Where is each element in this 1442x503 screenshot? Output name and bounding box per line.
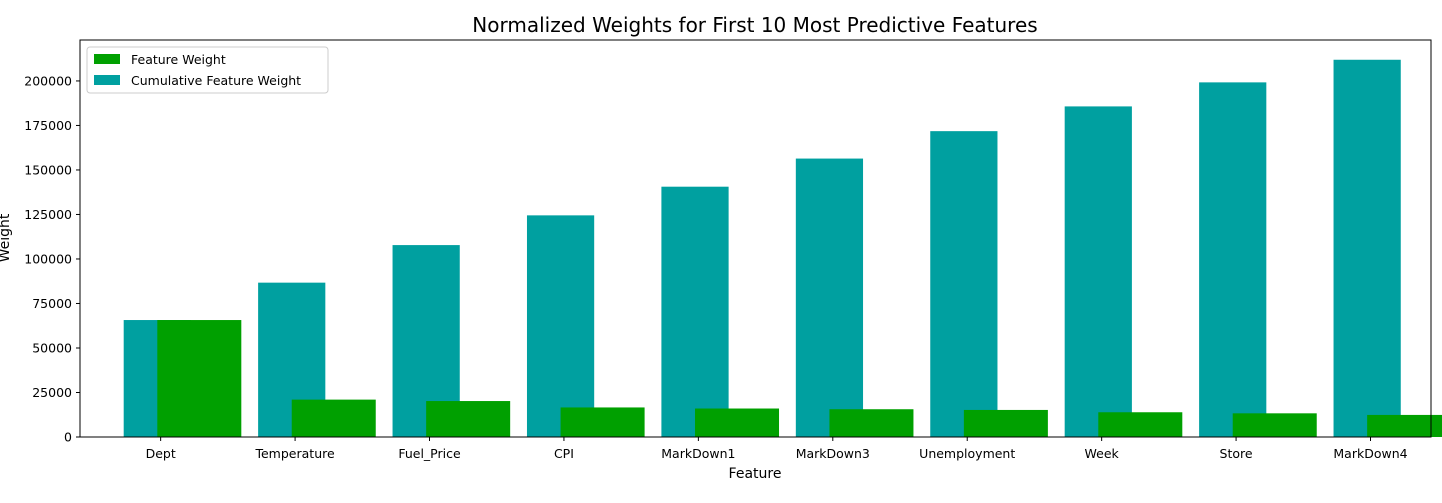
x-axis-label: Feature <box>729 466 782 482</box>
y-tick-label: 125000 <box>24 207 72 222</box>
chart-title: Normalized Weights for First 10 Most Pre… <box>472 13 1037 37</box>
x-tick-label: Fuel_Price <box>398 446 461 461</box>
bar-cumulative-feature-weight <box>661 186 729 437</box>
bar-cumulative-feature-weight <box>795 158 864 437</box>
y-tick-label: 150000 <box>24 162 72 177</box>
plot-frame <box>79 39 1432 438</box>
bar-feature-weight <box>291 399 376 437</box>
legend-label-cumulative-feature-weight: Cumulative Feature Weight <box>131 73 301 88</box>
y-axis-label: Weight <box>0 213 13 262</box>
x-tick-label: MarkDown1 <box>661 446 735 461</box>
bar-cumulative-feature-weight <box>526 215 595 437</box>
bar-cumulative-feature-weight <box>1199 82 1267 437</box>
x-axis: Dept Temperature Fuel_Price CPI MarkDown1 Mar… <box>146 437 1408 461</box>
bar-feature-weight <box>963 409 1048 437</box>
legend-box <box>86 46 329 94</box>
x-tick-label: Store <box>1220 446 1253 461</box>
x-tick-label: Dept <box>146 446 176 461</box>
bar-cumulative-feature-weight <box>1064 106 1132 437</box>
legend: Feature Weight Cumulative Feature Weight <box>86 46 329 94</box>
bar-feature-weight <box>695 408 780 437</box>
x-tick-label: MarkDown3 <box>796 446 870 461</box>
legend-label-feature-weight: Feature Weight <box>131 52 226 67</box>
y-tick-label: 50000 <box>32 340 72 355</box>
y-tick-label: 100000 <box>24 251 72 266</box>
bar-feature-weight <box>1232 413 1317 437</box>
bars <box>123 59 1442 437</box>
bar-feature-weight <box>426 401 511 437</box>
bar-feature-weight <box>157 320 242 437</box>
legend-swatch-feature-weight <box>94 54 120 64</box>
y-tick-label: 200000 <box>24 73 72 88</box>
bar-feature-weight <box>1367 414 1442 437</box>
x-tick-label: Temperature <box>254 446 334 461</box>
x-tick-label: CPI <box>554 446 574 461</box>
y-tick-label: 25000 <box>32 385 72 400</box>
x-tick-label: Unemployment <box>919 446 1015 461</box>
bar-cumulative-feature-weight <box>930 131 998 437</box>
y-tick-label: 75000 <box>32 296 72 311</box>
bar-feature-weight <box>829 409 914 437</box>
y-tick-label: 175000 <box>24 118 72 133</box>
bar-feature-weight <box>560 407 645 437</box>
x-tick-label: Week <box>1085 446 1120 461</box>
legend-swatch-cumulative-feature-weight <box>94 75 120 85</box>
y-tick-label: 0 <box>64 430 72 445</box>
bar-feature-weight <box>1098 412 1183 437</box>
bar-cumulative-feature-weight <box>1333 59 1401 437</box>
y-axis: 0 25000 50000 75000 100000 125000 150000 175000… <box>24 73 80 445</box>
x-tick-label: MarkDown4 <box>1333 446 1407 461</box>
